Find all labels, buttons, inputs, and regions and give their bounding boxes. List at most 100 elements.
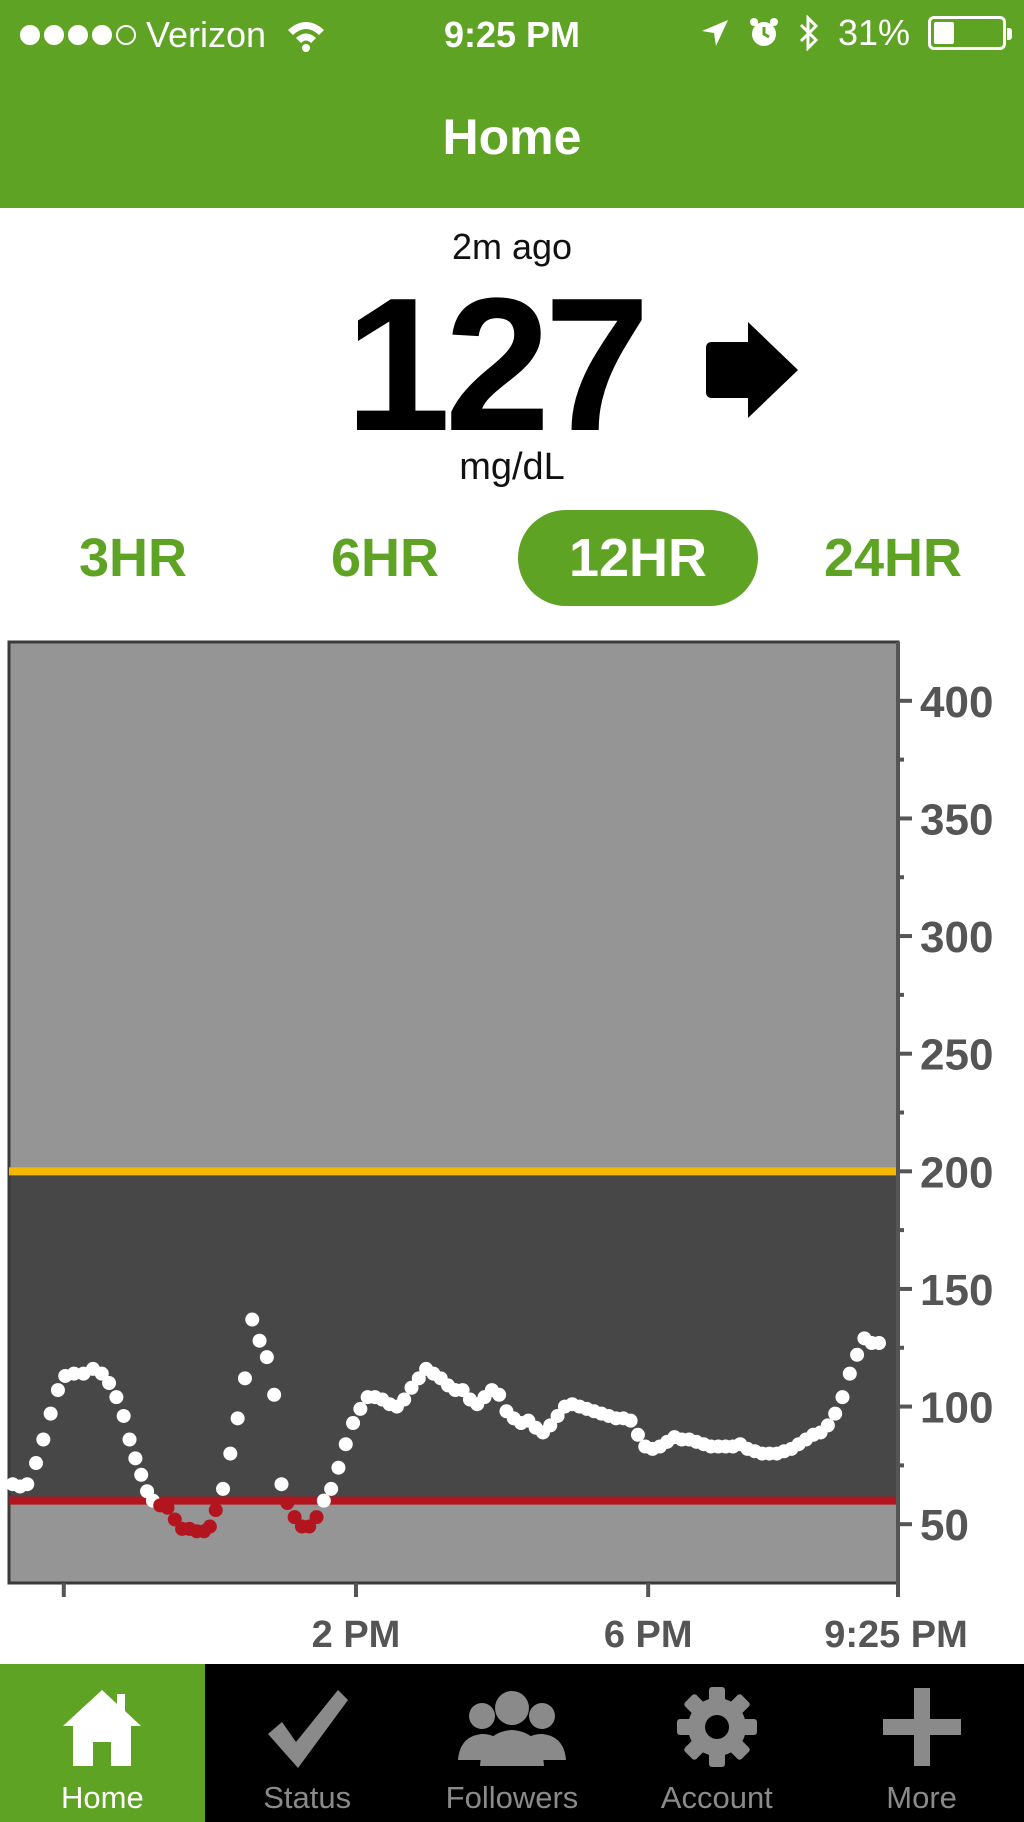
- status-time: 9:25 PM: [443, 14, 581, 55]
- glucose-point: [455, 1383, 470, 1398]
- x-tick-label: 2 PM: [312, 1614, 401, 1656]
- reading-age: 2m ago: [451, 226, 573, 267]
- glucose-point: [122, 1432, 137, 1447]
- page-title: Home: [442, 109, 582, 165]
- glucose-point: [492, 1387, 507, 1402]
- battery-icon: [928, 16, 1012, 50]
- tab-more[interactable]: More: [819, 1664, 1024, 1822]
- time-range-selector: 3HR 6HR 12HR 24HR: [0, 510, 1024, 610]
- tab-account[interactable]: Account: [614, 1664, 819, 1822]
- glucose-point: [216, 1481, 231, 1496]
- glucose-point: [167, 1512, 182, 1527]
- glucose-point: [274, 1477, 289, 1492]
- glucose-point: [280, 1496, 295, 1511]
- glucose-point: [835, 1390, 850, 1405]
- glucose-point: [324, 1481, 339, 1496]
- x-tick-label: 6 PM: [604, 1614, 693, 1656]
- y-axis: 400 350 300 250 200 150 100 50: [896, 642, 993, 1583]
- alarm-icon: [749, 18, 778, 46]
- glucose-point: [29, 1456, 44, 1471]
- checkmark-icon: [268, 1690, 349, 1768]
- tab-followers-label: Followers: [445, 1780, 579, 1815]
- glucose-point: [237, 1371, 252, 1386]
- y-tick-label: 100: [920, 1384, 993, 1433]
- battery-percent: 31%: [837, 12, 910, 53]
- status-bar: Verizon 9:25 PM 31%: [0, 0, 1024, 70]
- plus-icon: [882, 1688, 961, 1766]
- glucose-point: [116, 1408, 131, 1423]
- glucose-point: [316, 1493, 331, 1508]
- tab-home[interactable]: Home: [0, 1664, 205, 1822]
- tab-home-label: Home: [61, 1780, 144, 1815]
- y-tick-label: 200: [920, 1148, 993, 1197]
- glucose-point: [36, 1432, 51, 1447]
- house-icon: [63, 1690, 142, 1766]
- glucose-point: [94, 1366, 109, 1381]
- glucose-point: [397, 1392, 412, 1407]
- x-tick-label: 9:25 PM: [824, 1614, 968, 1656]
- glucose-point: [230, 1411, 245, 1426]
- location-icon: [701, 20, 728, 46]
- glucose-point: [543, 1418, 558, 1433]
- glucose-point: [338, 1437, 353, 1452]
- tab-followers[interactable]: Followers: [410, 1664, 615, 1822]
- carrier-name: Verizon: [146, 14, 267, 55]
- gear-icon: [676, 1687, 757, 1767]
- y-tick-label: 50: [920, 1501, 969, 1550]
- bluetooth-icon: [799, 15, 819, 51]
- glucose-point: [160, 1500, 175, 1515]
- tab-24hr[interactable]: 24HR: [823, 528, 963, 588]
- glucose-point: [20, 1477, 35, 1492]
- glucose-point: [630, 1427, 645, 1442]
- glucose-point: [353, 1401, 368, 1416]
- glucose-point: [252, 1333, 267, 1348]
- app-header: Verizon 9:25 PM 31%: [0, 0, 1024, 208]
- glucose-point: [223, 1446, 238, 1461]
- glucose-point: [259, 1350, 274, 1365]
- glucose-point: [404, 1380, 419, 1395]
- tab-6hr[interactable]: 6HR: [330, 528, 440, 588]
- glucose-point: [623, 1413, 638, 1428]
- glucose-point: [411, 1371, 426, 1386]
- glucose-point: [102, 1376, 117, 1391]
- glucose-point: [872, 1336, 887, 1351]
- glucose-point: [850, 1347, 865, 1362]
- tab-12hr[interactable]: 12HR: [518, 510, 758, 606]
- glucose-unit: mg/dL: [459, 446, 565, 488]
- y-tick-label: 400: [920, 678, 993, 727]
- glucose-point: [267, 1387, 282, 1402]
- glucose-point: [331, 1460, 346, 1475]
- y-tick-label: 150: [920, 1266, 993, 1315]
- glucose-value: 127: [345, 259, 650, 471]
- glucose-point: [287, 1510, 302, 1525]
- glucose-point: [820, 1418, 835, 1433]
- glucose-point: [828, 1406, 843, 1421]
- glucose-point: [134, 1467, 149, 1482]
- tab-bar: Home Status Followers Acc: [0, 1664, 1024, 1822]
- signal-strength-icon: [20, 25, 136, 45]
- glucose-point: [550, 1408, 565, 1423]
- glucose-point: [43, 1406, 58, 1421]
- glucose-point: [309, 1510, 324, 1525]
- glucose-point: [202, 1519, 217, 1534]
- glucose-chart: 400 350 300 250 200 150 100 50 2 PM 6 PM 9:25 PM: [5, 640, 993, 1656]
- glucose-point: [346, 1416, 361, 1431]
- trend-arrow-icon: [706, 322, 798, 418]
- glucose-point: [302, 1519, 317, 1534]
- y-tick-label: 300: [920, 913, 993, 962]
- tab-status[interactable]: Status: [205, 1664, 410, 1822]
- tab-3hr[interactable]: 3HR: [78, 528, 188, 588]
- y-tick-label: 350: [920, 795, 993, 844]
- wifi-icon: [288, 22, 325, 52]
- glucose-point: [208, 1503, 223, 1518]
- y-tick-label: 250: [920, 1031, 993, 1080]
- high-zone-background: [9, 642, 898, 1172]
- glucose-point: [50, 1383, 65, 1398]
- glucose-point: [842, 1366, 857, 1381]
- tab-more-label: More: [886, 1780, 957, 1815]
- tab-status-label: Status: [263, 1780, 352, 1815]
- glucose-point: [128, 1451, 143, 1466]
- tab-account-label: Account: [660, 1780, 773, 1815]
- glucose-point: [109, 1390, 124, 1405]
- glucose-points: [5, 1312, 887, 1539]
